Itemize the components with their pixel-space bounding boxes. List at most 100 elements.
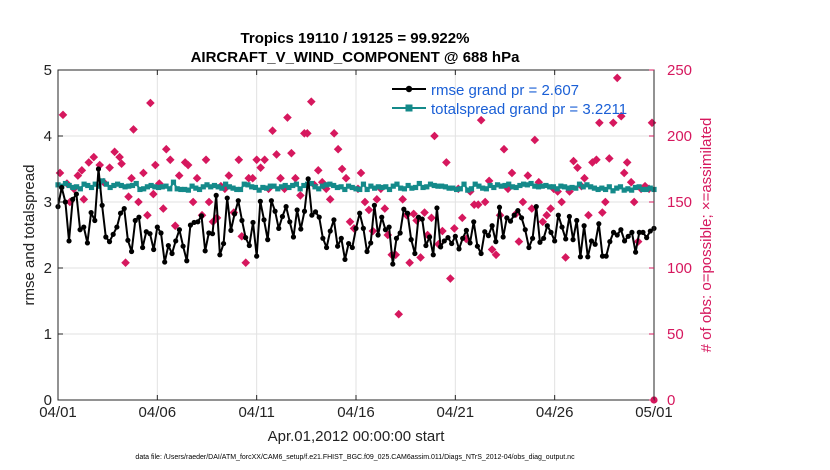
- rmse-point: [559, 224, 565, 230]
- obs-count-marker: [272, 150, 281, 159]
- totalspread-point: [386, 186, 393, 193]
- rmse-point: [320, 235, 326, 241]
- rmse-point: [261, 217, 267, 223]
- rmse-point: [357, 210, 363, 216]
- totalspread-point: [468, 186, 475, 192]
- rmse-point: [246, 242, 252, 249]
- obs-count-marker: [380, 204, 390, 213]
- totalspread-point: [439, 183, 445, 189]
- rmse-point: [610, 229, 617, 235]
- totalspread-point: [129, 182, 136, 189]
- obs-count-marker: [557, 197, 566, 207]
- obs-count-marker: [546, 204, 556, 213]
- obs-count-marker: [276, 173, 285, 183]
- rmse-point: [636, 229, 642, 235]
- totalspread-point: [453, 186, 460, 193]
- obs-count-marker: [165, 155, 175, 165]
- obs-count-marker: [151, 160, 160, 170]
- rmse-point: [92, 217, 98, 224]
- totalspread-point: [215, 184, 221, 190]
- obs-count-marker: [73, 171, 83, 180]
- obs-count-marker: [110, 147, 119, 157]
- obs-count-marker: [248, 173, 258, 183]
- x-axis-label: Apr.01,2012 00:00:00 start: [268, 428, 446, 445]
- rmse-point: [460, 235, 466, 241]
- rmse-point: [430, 252, 436, 258]
- rmse-point: [599, 253, 606, 259]
- obs-count-marker: [514, 237, 524, 246]
- totalspread-point: [580, 184, 586, 190]
- y-right-tick-label: 0: [667, 392, 675, 409]
- rmse-point: [327, 228, 333, 234]
- obs-count-marker: [450, 224, 459, 233]
- rmse-point: [533, 204, 539, 210]
- rmse-point: [375, 232, 381, 238]
- totalspread-point: [476, 183, 482, 189]
- obs-count-marker: [303, 129, 312, 138]
- rmse-point: [128, 248, 135, 255]
- obs-count-marker: [372, 195, 382, 204]
- totalspread-point: [230, 185, 236, 191]
- totalspread-point: [431, 182, 437, 189]
- rmse-point: [220, 240, 227, 247]
- rmse-point: [290, 234, 297, 240]
- totalspread-point: [286, 184, 292, 191]
- rmse-point: [386, 224, 392, 230]
- totalspread-point: [461, 181, 467, 187]
- rmse-point: [342, 256, 348, 263]
- rmse-point: [338, 235, 344, 241]
- totalspread-point: [643, 186, 650, 193]
- rmse-point: [401, 206, 407, 212]
- obs-count-marker: [55, 168, 65, 178]
- obs-count-marker: [129, 125, 138, 134]
- obs-count-marker: [337, 164, 347, 174]
- legend-rmse-text: rmse grand pr = 2.607: [431, 82, 579, 99]
- rmse-point: [331, 217, 337, 223]
- totalspread-point: [74, 184, 80, 190]
- obs-count-marker: [256, 163, 265, 172]
- rmse-point: [309, 212, 315, 218]
- rmse-point: [434, 205, 440, 211]
- rmse-point: [257, 198, 263, 204]
- totalspread-point: [360, 181, 367, 187]
- totalspread-point: [502, 182, 508, 189]
- obs-count-marker: [360, 197, 370, 207]
- totalspread-point: [450, 185, 456, 191]
- obs-count-marker: [139, 168, 148, 178]
- x-tick-label: 04/11: [238, 404, 274, 421]
- rmse-point: [231, 211, 238, 217]
- rmse-point: [316, 214, 322, 220]
- rmse-point: [173, 238, 179, 244]
- y-left-tick-label: 5: [44, 62, 52, 79]
- totalspread-point: [368, 183, 374, 189]
- totalspread-point: [532, 183, 538, 189]
- obs-count-marker: [224, 171, 234, 180]
- obs-count-marker: [604, 154, 614, 163]
- x-tick-label: 04/26: [536, 404, 574, 421]
- totalspread-point: [435, 183, 441, 189]
- legend: rmse grand pr = 2.607 totalspread grand …: [392, 82, 627, 118]
- totalspread-point: [141, 186, 147, 192]
- rmse-point: [471, 219, 477, 225]
- rmse-point: [423, 242, 429, 249]
- obs-count-marker: [146, 98, 155, 108]
- rmse-point: [268, 198, 274, 204]
- totalspread-point: [629, 187, 635, 193]
- rmse-point: [504, 215, 510, 221]
- totalspread-point: [316, 186, 322, 192]
- totalspread-point: [264, 185, 270, 191]
- rmse-point: [147, 231, 153, 237]
- totalspread-point: [398, 185, 404, 191]
- rmse-point: [136, 214, 142, 220]
- rmse-point: [412, 250, 418, 257]
- totalspread-point: [62, 180, 69, 187]
- totalspread-point: [100, 178, 106, 184]
- obs-count-marker: [158, 204, 168, 213]
- obs-count-marker: [430, 131, 439, 141]
- y-axis-left-label: rmse and totalspread: [21, 165, 38, 306]
- obs-count-marker: [188, 197, 198, 207]
- rmse-point: [228, 227, 234, 233]
- rmse-point: [121, 206, 127, 212]
- totalspread-point: [602, 186, 609, 193]
- rmse-point: [474, 243, 481, 249]
